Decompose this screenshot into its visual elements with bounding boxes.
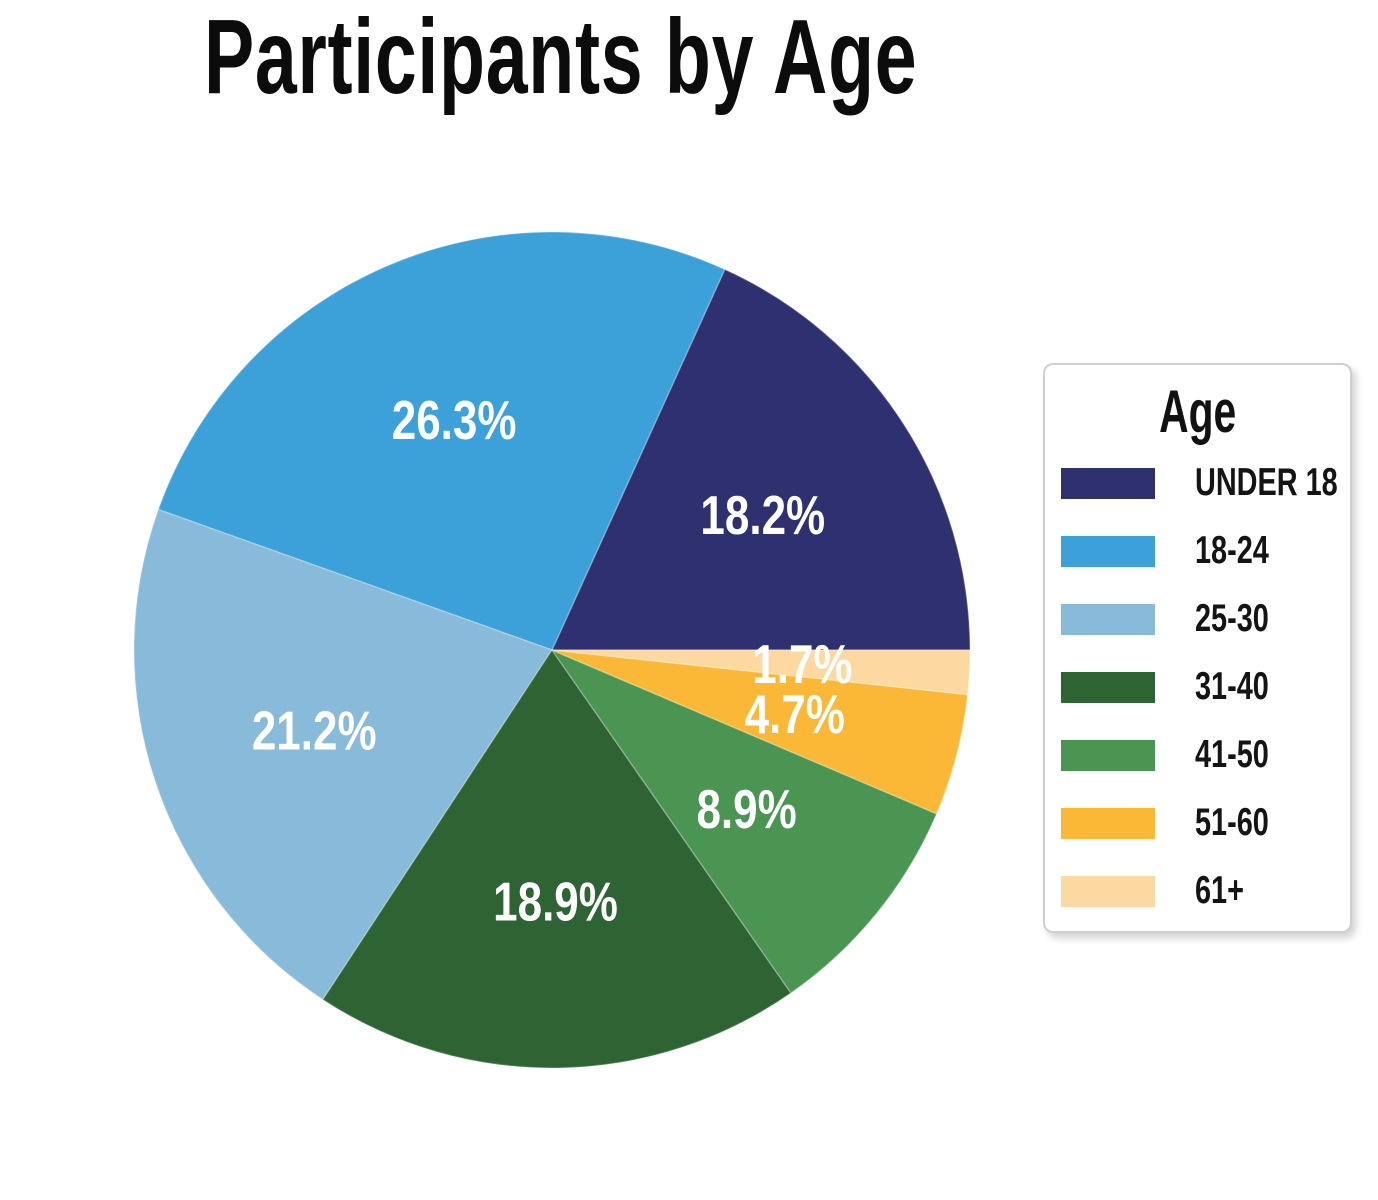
legend-item-25-30: 25-30 <box>1045 585 1350 653</box>
legend-swatch-31-40 <box>1061 671 1155 703</box>
legend-swatch-61 <box>1061 875 1155 907</box>
legend-item-label: 41-50 <box>1195 733 1269 776</box>
slice-label-25-30: 21.2% <box>252 700 377 762</box>
pie-slice-31-40 <box>322 649 792 1069</box>
legend-item-51-60: 51-60 <box>1045 789 1350 857</box>
legend-item-18-24: 18-24 <box>1045 517 1350 585</box>
legend-item-label: 31-40 <box>1195 665 1269 708</box>
pie-slice-under-18 <box>551 268 971 651</box>
legend-item-label: 61+ <box>1195 869 1244 912</box>
legend-item-61: 61+ <box>1045 857 1350 925</box>
chart-title: Participants by Age <box>204 0 918 116</box>
pie-slice-18-24 <box>157 231 726 651</box>
slice-label-41-50: 8.9% <box>696 778 796 840</box>
legend-item-label: 51-60 <box>1195 801 1269 844</box>
legend-swatch-51-60 <box>1061 807 1155 839</box>
pie-slice-25-30 <box>133 508 553 1001</box>
legend-header: Age <box>1045 375 1350 449</box>
slice-label-31-40: 18.9% <box>493 871 618 933</box>
slice-label-51-60: 4.7% <box>745 683 845 745</box>
slice-label-under-18: 18.2% <box>700 484 825 546</box>
legend-swatch-25-30 <box>1061 603 1155 635</box>
slice-label-61: 1.7% <box>752 634 852 696</box>
legend-swatch-18-24 <box>1061 535 1155 567</box>
legend-item-under-18: UNDER 18 <box>1045 449 1350 517</box>
legend-item-label: 25-30 <box>1195 597 1269 640</box>
pie-slice-61 <box>551 649 971 696</box>
legend-item-41-50: 41-50 <box>1045 721 1350 789</box>
legend-swatch-41-50 <box>1061 739 1155 771</box>
pie-slice-51-60 <box>551 649 969 815</box>
legend-title: Age <box>1158 378 1237 445</box>
legend-items: UNDER 18 18-24 25-30 31-40 41-50 51-60 61+ <box>1045 449 1350 925</box>
legend-item-31-40: 31-40 <box>1045 653 1350 721</box>
pie-slice-41-50 <box>551 649 938 994</box>
legend-swatch-under-18 <box>1061 467 1155 499</box>
legend-item-label: UNDER 18 <box>1195 461 1338 504</box>
legend-item-label: 18-24 <box>1195 529 1269 572</box>
slice-label-18-24: 26.3% <box>392 389 517 451</box>
legend-box: Age UNDER 18 18-24 25-30 31-40 41-50 51-60 61+ <box>1043 363 1352 933</box>
